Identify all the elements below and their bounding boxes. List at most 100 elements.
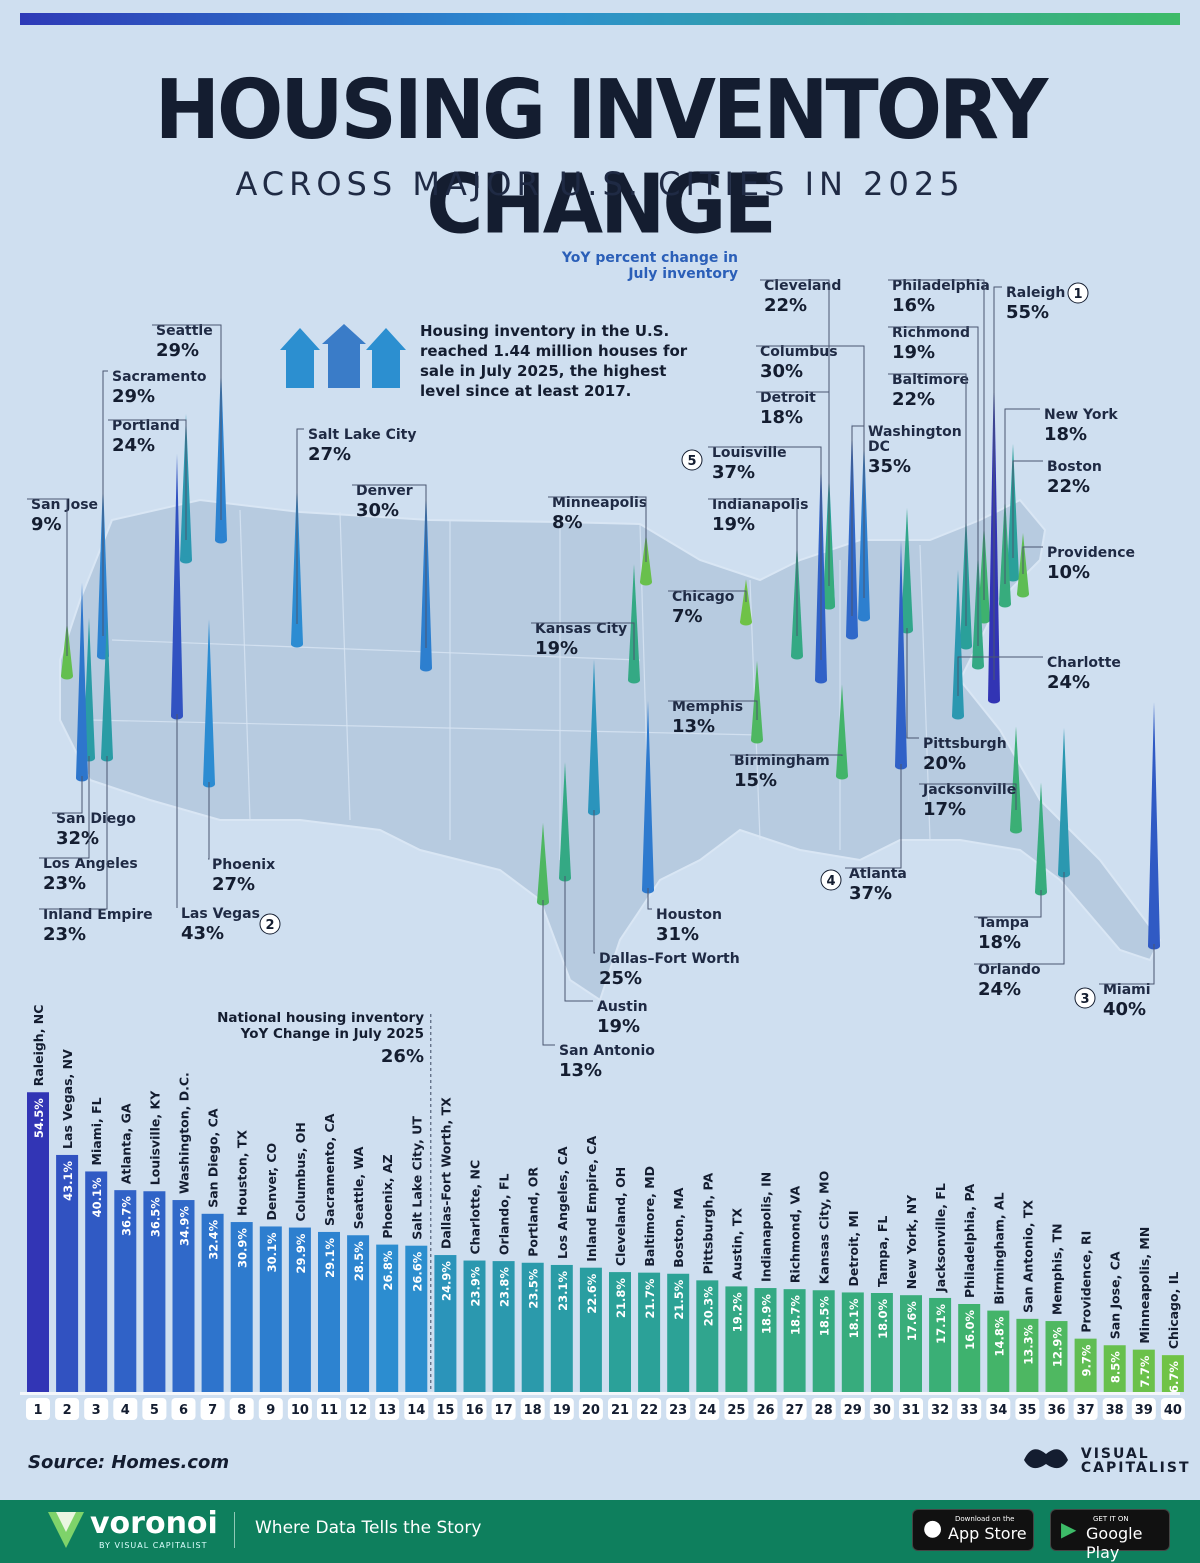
rank-number: 34 <box>989 1403 1007 1418</box>
bar-category-label: Houston, TX <box>235 1130 250 1216</box>
rank-box <box>666 1398 691 1420</box>
rank-number: 38 <box>1106 1403 1124 1418</box>
rank-box <box>462 1398 487 1420</box>
bar-40 <box>1161 1355 1184 1392</box>
rank-box <box>724 1398 749 1420</box>
rank-number: 32 <box>931 1403 949 1418</box>
map-label-city: Louisville <box>712 445 787 461</box>
bar-36 <box>1045 1321 1068 1392</box>
rank-box <box>1015 1398 1040 1420</box>
map-label-city: Portland <box>112 418 180 434</box>
map-label-leader <box>296 428 304 624</box>
rank-box <box>287 1398 312 1420</box>
rank-number: 21 <box>611 1403 629 1418</box>
rank-box <box>1044 1398 1069 1420</box>
bar-value-label: 29.1% <box>323 1237 337 1277</box>
rank-box <box>637 1398 662 1420</box>
bar-category-label: San Antonio, TX <box>1020 1200 1035 1313</box>
rank-number: 24 <box>698 1403 716 1418</box>
map-label-city: Inland Empire <box>43 907 153 923</box>
bar-21 <box>609 1272 631 1392</box>
bar-category-label: Louisville, KY <box>147 1090 162 1185</box>
spike-base <box>823 602 835 610</box>
map-label-city: Washington <box>868 424 962 440</box>
map-label-value: 31% <box>656 924 699 945</box>
bar-value-label: 34.9% <box>178 1206 192 1246</box>
bar-16 <box>463 1260 486 1392</box>
bar-26 <box>754 1288 777 1392</box>
spike-dallas-fort-worth <box>588 659 600 812</box>
spike-tampa <box>1035 782 1047 892</box>
bar-category-label: Washington, D.C. <box>177 1072 192 1194</box>
rank-number: 18 <box>524 1403 542 1418</box>
map-label-leader <box>1022 546 1043 574</box>
map-rank-badge <box>259 913 281 935</box>
map-label-value: 30% <box>760 361 803 382</box>
bar-category-label: Richmond, VA <box>788 1186 803 1284</box>
national-label: National housing inventory YoY Change in… <box>217 1010 424 1042</box>
bar-value-label: 16.0% <box>963 1310 977 1350</box>
map-label-leader <box>756 391 830 586</box>
map-label-leader <box>906 628 919 739</box>
bar-category-label: Minneapolis, MN <box>1137 1227 1152 1344</box>
rank-number: 17 <box>495 1403 513 1418</box>
rank-box <box>695 1398 720 1420</box>
rank-number: 35 <box>1018 1403 1036 1418</box>
map-label-city: Kansas City <box>535 621 627 637</box>
rank-number: 13 <box>378 1403 396 1418</box>
map-label-value: 8% <box>552 512 583 533</box>
vc-logo-text: VISUAL CAPITALIST <box>1080 1446 1191 1476</box>
map-label-city: Boston <box>1047 459 1102 475</box>
spike-base <box>791 652 803 660</box>
rank-number: 20 <box>582 1403 600 1418</box>
map-label-value: 22% <box>892 389 935 410</box>
map-label-value: 19% <box>597 1016 640 1037</box>
map-label-leader <box>974 872 1065 965</box>
rank-number: 23 <box>669 1403 687 1418</box>
bar-27 <box>783 1289 806 1392</box>
bar-category-label: New York, NY <box>904 1194 919 1289</box>
rank-box <box>433 1398 458 1420</box>
spike-base <box>1007 574 1019 582</box>
rank-box <box>811 1398 836 1420</box>
footer-divider <box>234 1512 235 1548</box>
map-label-leader <box>647 888 652 910</box>
map-label-value: 24% <box>112 435 155 456</box>
google-play-button[interactable]: ▶ GET IT ON Google Play <box>1050 1509 1170 1562</box>
bar-category-label: Pittsburgh, PA <box>700 1173 715 1275</box>
bar-value-label: 23.9% <box>469 1266 483 1306</box>
page-subtitle: ACROSS MAJOR U.S. CITIES IN 2025 <box>235 165 965 203</box>
map-label-value: 18% <box>760 407 803 428</box>
map-rank-number: 3 <box>1080 992 1089 1007</box>
map-label-city: Cleveland <box>764 278 841 294</box>
rank-number: 36 <box>1047 1403 1065 1418</box>
map-label-city: San Antonio <box>559 1043 655 1059</box>
map-rank-badge <box>681 449 703 471</box>
rank-box <box>899 1398 923 1420</box>
bar-15 <box>434 1255 457 1392</box>
map-label-value: 13% <box>672 716 715 737</box>
map-label-value: 10% <box>1047 562 1090 583</box>
footer-tagline: Where Data Tells the Story <box>255 1518 482 1538</box>
rank-box <box>200 1398 225 1420</box>
bar-39 <box>1132 1349 1155 1392</box>
rank-number: 31 <box>902 1403 920 1418</box>
app-store-button[interactable]: ● Download on the App Store <box>912 1509 1034 1551</box>
map-rank-badge <box>820 869 842 891</box>
map-label-leader <box>1099 944 1155 985</box>
rank-box <box>928 1398 953 1420</box>
map-label-value: 22% <box>764 295 807 316</box>
map-label-leader <box>851 425 864 616</box>
